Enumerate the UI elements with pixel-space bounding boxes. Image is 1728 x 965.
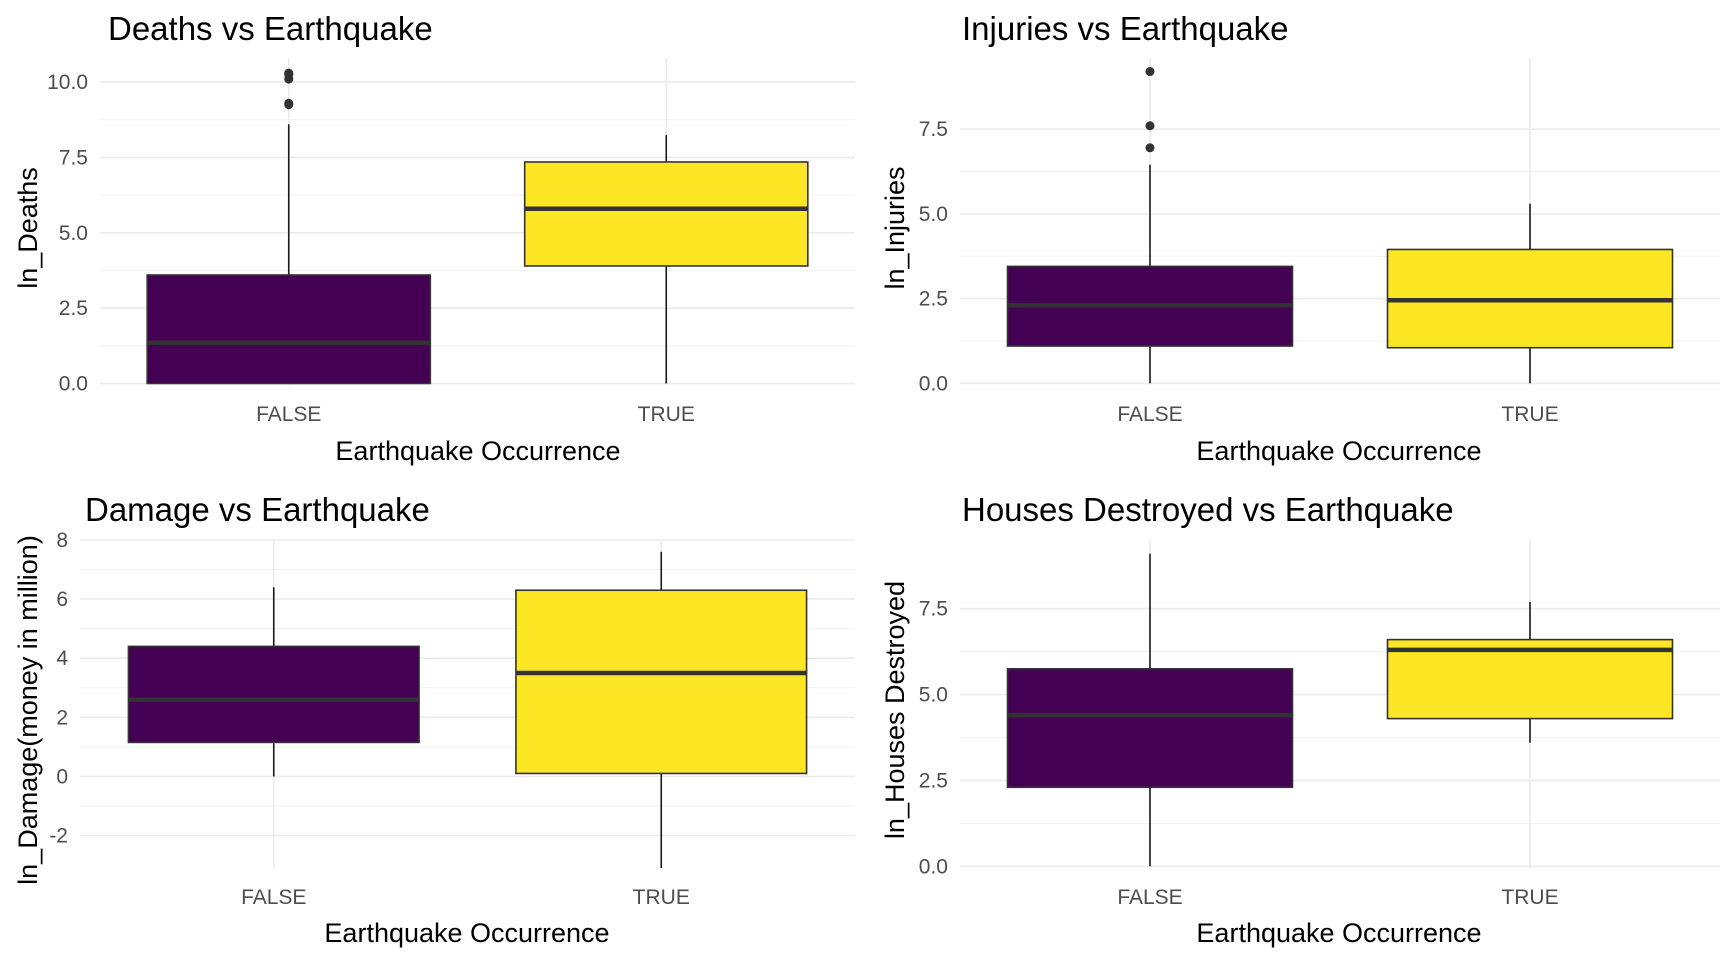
x-tick-label: TRUE [1501,403,1558,426]
x-tick-labels: FALSE TRUE [241,886,690,909]
iqr-box [127,645,420,744]
x-tick-label: FALSE [241,886,306,909]
box-false [127,587,420,777]
y-tick-label: 2.5 [919,288,948,311]
box-false [1006,553,1294,867]
y-tick-label: 2 [56,706,68,729]
x-tick-label: FALSE [256,403,321,426]
x-tick-label: FALSE [1117,403,1182,426]
y-axis-title: ln_Houses Destroyed [880,581,910,839]
y-tick-label: 8 [56,529,68,552]
y-tick-label: 2.5 [919,769,948,792]
y-tick-label: 7.5 [919,598,948,621]
x-axis-title: Earthquake Occurrence [1196,918,1481,948]
box-true [1386,601,1674,743]
chart-title: Damage vs Earthquake [85,491,430,528]
iqr-box [146,274,432,385]
box-true [523,134,809,384]
x-tick-labels: FALSE TRUE [1117,403,1558,426]
outlier-point [284,98,294,108]
y-tick-label: 0.0 [919,372,948,395]
outlier-point [284,68,294,78]
y-tick-label: 10.0 [47,71,88,94]
box-marks [146,68,809,385]
outlier-point [1145,67,1155,77]
box-marks [127,551,808,868]
x-tick-labels: FALSE TRUE [256,403,695,426]
y-tick-label: 5.0 [59,222,88,245]
y-tick-labels: 0.0 2.5 5.0 7.5 [919,118,948,395]
chart-title: Deaths vs Earthquake [108,10,433,47]
y-tick-label: 0.0 [59,372,88,395]
y-axis-title: ln_Deaths [13,167,43,289]
y-tick-label: 5.0 [919,203,948,226]
x-axis-title: Earthquake Occurrence [1196,436,1481,466]
outlier-point [1145,121,1155,131]
x-tick-labels: FALSE TRUE [1117,886,1558,909]
box-false [1006,67,1294,384]
y-tick-label: 4 [56,647,68,670]
panel-deaths: Deaths vs Earthquake 0.0 2.5 5.0 7.5 10.0 FA… [13,10,855,466]
x-tick-label: TRUE [638,403,695,426]
panel-injuries: Injuries vs Earthquake 0.0 2.5 5.0 7.5 FALS… [880,10,1720,466]
y-tick-labels: 0.0 2.5 5.0 7.5 10.0 [47,71,88,395]
y-tick-label: 0 [56,765,68,788]
chart-title: Injuries vs Earthquake [962,10,1289,47]
iqr-box [1006,667,1294,789]
x-tick-label: FALSE [1117,886,1182,909]
y-axis-title: ln_Damage(money in million) [13,535,43,885]
panel-houses-destroyed: Houses Destroyed vs Earthquake 0.0 2.5 5.0… [880,491,1720,948]
chart-title: Houses Destroyed vs Earthquake [962,491,1454,528]
y-tick-label: 2.5 [59,297,88,320]
x-axis-title: Earthquake Occurrence [335,436,620,466]
box-false [146,68,432,385]
iqr-box [523,161,809,267]
y-tick-label: 0.0 [919,855,948,878]
x-tick-label: TRUE [1501,886,1558,909]
box-true [515,551,808,868]
y-tick-labels: -2 0 2 4 6 8 [49,529,68,847]
y-tick-label: 6 [56,588,68,611]
y-tick-label: 5.0 [919,684,948,707]
box-marks [1006,67,1674,384]
x-tick-label: TRUE [633,886,690,909]
y-axis-title: ln_Injuries [880,166,910,289]
y-tick-labels: 0.0 2.5 5.0 7.5 [919,598,948,879]
y-tick-label: 7.5 [919,118,948,141]
outlier-point [1145,143,1155,153]
box-true [1386,203,1674,384]
iqr-box [1386,638,1674,720]
y-tick-label: 7.5 [59,146,88,169]
x-axis-title: Earthquake Occurrence [324,918,609,948]
panel-damage: Damage vs Earthquake -2 0 2 4 6 8 FALSE TRUE E… [13,491,855,948]
box-marks [1006,553,1674,867]
y-tick-label: -2 [49,824,68,847]
iqr-box [515,589,808,775]
